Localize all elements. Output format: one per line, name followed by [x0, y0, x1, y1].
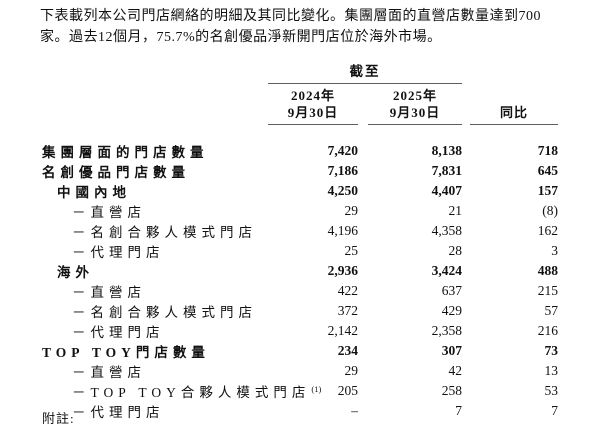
- table-row: －代理門店 25 28 3: [40, 241, 558, 261]
- value-2024: 25: [344, 243, 359, 258]
- value-2024: 4,250: [327, 183, 358, 198]
- row-label: －TOP TOY合夥人模式門店(1): [72, 383, 322, 401]
- value-2024: –: [351, 403, 358, 418]
- column-header-2024: 2024年 9月30日: [250, 84, 358, 125]
- table-row: －TOP TOY合夥人模式門店(1) 205 258 53: [40, 381, 558, 401]
- value-2024: 7,420: [327, 143, 358, 158]
- value-2025: 258: [441, 383, 462, 398]
- corner-cell: [40, 60, 250, 84]
- value-yoy: 73: [544, 343, 559, 358]
- table-row: －直營店 29 21 (8): [40, 201, 558, 221]
- value-2024: 2,936: [327, 263, 358, 278]
- date-2024-label: 9月30日: [287, 105, 339, 120]
- value-2025: 637: [441, 283, 462, 298]
- intro-line-1: 下表載列本公司門店網絡的明細及其同比變化。集團層面的直營店數量達到700: [40, 9, 541, 24]
- table-row: 集團層面的門店數量 7,420 8,138 718: [40, 141, 558, 161]
- empty-cell: [40, 84, 250, 125]
- as-at-label: 截至: [268, 60, 462, 84]
- value-2025: 7: [455, 403, 462, 418]
- store-network-table: 截至 2024年 9月30日 2025年 9月30日: [40, 60, 558, 421]
- date-2025-label: 9月30日: [389, 105, 441, 120]
- value-2025: 4,407: [431, 183, 462, 198]
- value-yoy: 488: [537, 263, 558, 278]
- row-label: 集團層面的門店數量: [42, 145, 209, 160]
- table-row: 海外 2,936 3,424 488: [40, 261, 558, 281]
- row-label: －代理門店: [72, 245, 165, 260]
- row-label: －直營店: [72, 285, 146, 300]
- value-yoy: 3: [551, 243, 558, 258]
- value-2024: 234: [337, 343, 358, 358]
- table-row: －名創合夥人模式門店 4,196 4,358 162: [40, 221, 558, 241]
- intro-line-2: 家。過去12個月，75.7%的名創優品淨新開門店位於海外市場。: [40, 30, 442, 45]
- footnote-label: 附註:: [42, 411, 75, 426]
- value-2025: 2,358: [431, 323, 462, 338]
- table-row: －代理門店 – 7 7: [40, 401, 558, 421]
- year-2025-label: 2025年: [392, 88, 437, 103]
- value-2024: 2,142: [327, 323, 358, 338]
- row-label: 名創優品門店數量: [42, 165, 190, 180]
- value-yoy: 215: [537, 283, 558, 298]
- table-row: TOP TOY門店數量 234 307 73: [40, 341, 558, 361]
- table-row: －直營店 422 637 215: [40, 281, 558, 301]
- value-yoy: 57: [544, 303, 559, 318]
- value-2024: 29: [344, 363, 359, 378]
- value-2024: 205: [337, 383, 358, 398]
- row-label: －代理門店: [72, 405, 165, 420]
- column-header-yoy: 同比: [462, 84, 558, 125]
- row-label: 中國內地: [57, 185, 131, 200]
- column-header-2025: 2025年 9月30日: [358, 84, 462, 125]
- value-2025: 7,831: [431, 163, 462, 178]
- table-row: 中國內地 4,250 4,407 157: [40, 181, 558, 201]
- footnote-marker: (1): [311, 383, 322, 394]
- value-yoy: 157: [537, 183, 558, 198]
- table-row: －代理門店 2,142 2,358 216: [40, 321, 558, 341]
- row-label: －名創合夥人模式門店: [72, 305, 257, 320]
- spanner-row: 截至: [40, 60, 558, 84]
- value-yoy: 13: [544, 363, 559, 378]
- table-row: 名創優品門店數量 7,186 7,831 645: [40, 161, 558, 181]
- value-yoy: 216: [537, 323, 558, 338]
- value-2025: 28: [448, 243, 463, 258]
- value-2025: 42: [448, 363, 463, 378]
- table-row: －名創合夥人模式門店 372 429 57: [40, 301, 558, 321]
- header-spacer: [40, 125, 558, 141]
- value-2024: 422: [337, 283, 358, 298]
- value-yoy: 162: [537, 223, 558, 238]
- value-2025: 8,138: [431, 143, 462, 158]
- value-2024: 4,196: [327, 223, 358, 238]
- column-header-row: 2024年 9月30日 2025年 9月30日 同比: [40, 84, 558, 125]
- row-label: －代理門店: [72, 325, 165, 340]
- value-2025: 307: [441, 343, 462, 358]
- value-2025: 21: [448, 203, 463, 218]
- value-2024: 29: [344, 203, 359, 218]
- yoy-label: 同比: [499, 105, 528, 120]
- row-label: －名創合夥人模式門店: [72, 225, 257, 240]
- empty-cell: [462, 60, 558, 84]
- row-label: －直營店: [72, 365, 146, 380]
- value-2025: 3,424: [431, 263, 462, 278]
- value-2025: 429: [441, 303, 462, 318]
- intro-paragraph: 下表載列本公司門店網絡的明細及其同比變化。集團層面的直營店數量達到700 家。過去…: [40, 6, 585, 48]
- value-2024: 7,186: [327, 163, 358, 178]
- value-2025: 4,358: [431, 223, 462, 238]
- value-yoy: 53: [544, 383, 559, 398]
- row-label: 海外: [57, 265, 94, 280]
- value-yoy: (8): [542, 203, 558, 218]
- row-label: －直營店: [72, 205, 146, 220]
- year-2024-label: 2024年: [290, 88, 335, 103]
- spanner-cell: 截至: [250, 60, 462, 84]
- table-header: 截至 2024年 9月30日 2025年 9月30日: [40, 60, 558, 141]
- table-body: 集團層面的門店數量 7,420 8,138 718 名創優品門店數量 7,186 7,831…: [40, 141, 558, 421]
- value-yoy: 718: [537, 143, 558, 158]
- table-row: －直營店 29 42 13: [40, 361, 558, 381]
- row-label: TOP TOY門店數量: [42, 345, 210, 360]
- value-yoy: 645: [537, 163, 558, 178]
- value-2024: 372: [337, 303, 358, 318]
- value-yoy: 7: [551, 403, 558, 418]
